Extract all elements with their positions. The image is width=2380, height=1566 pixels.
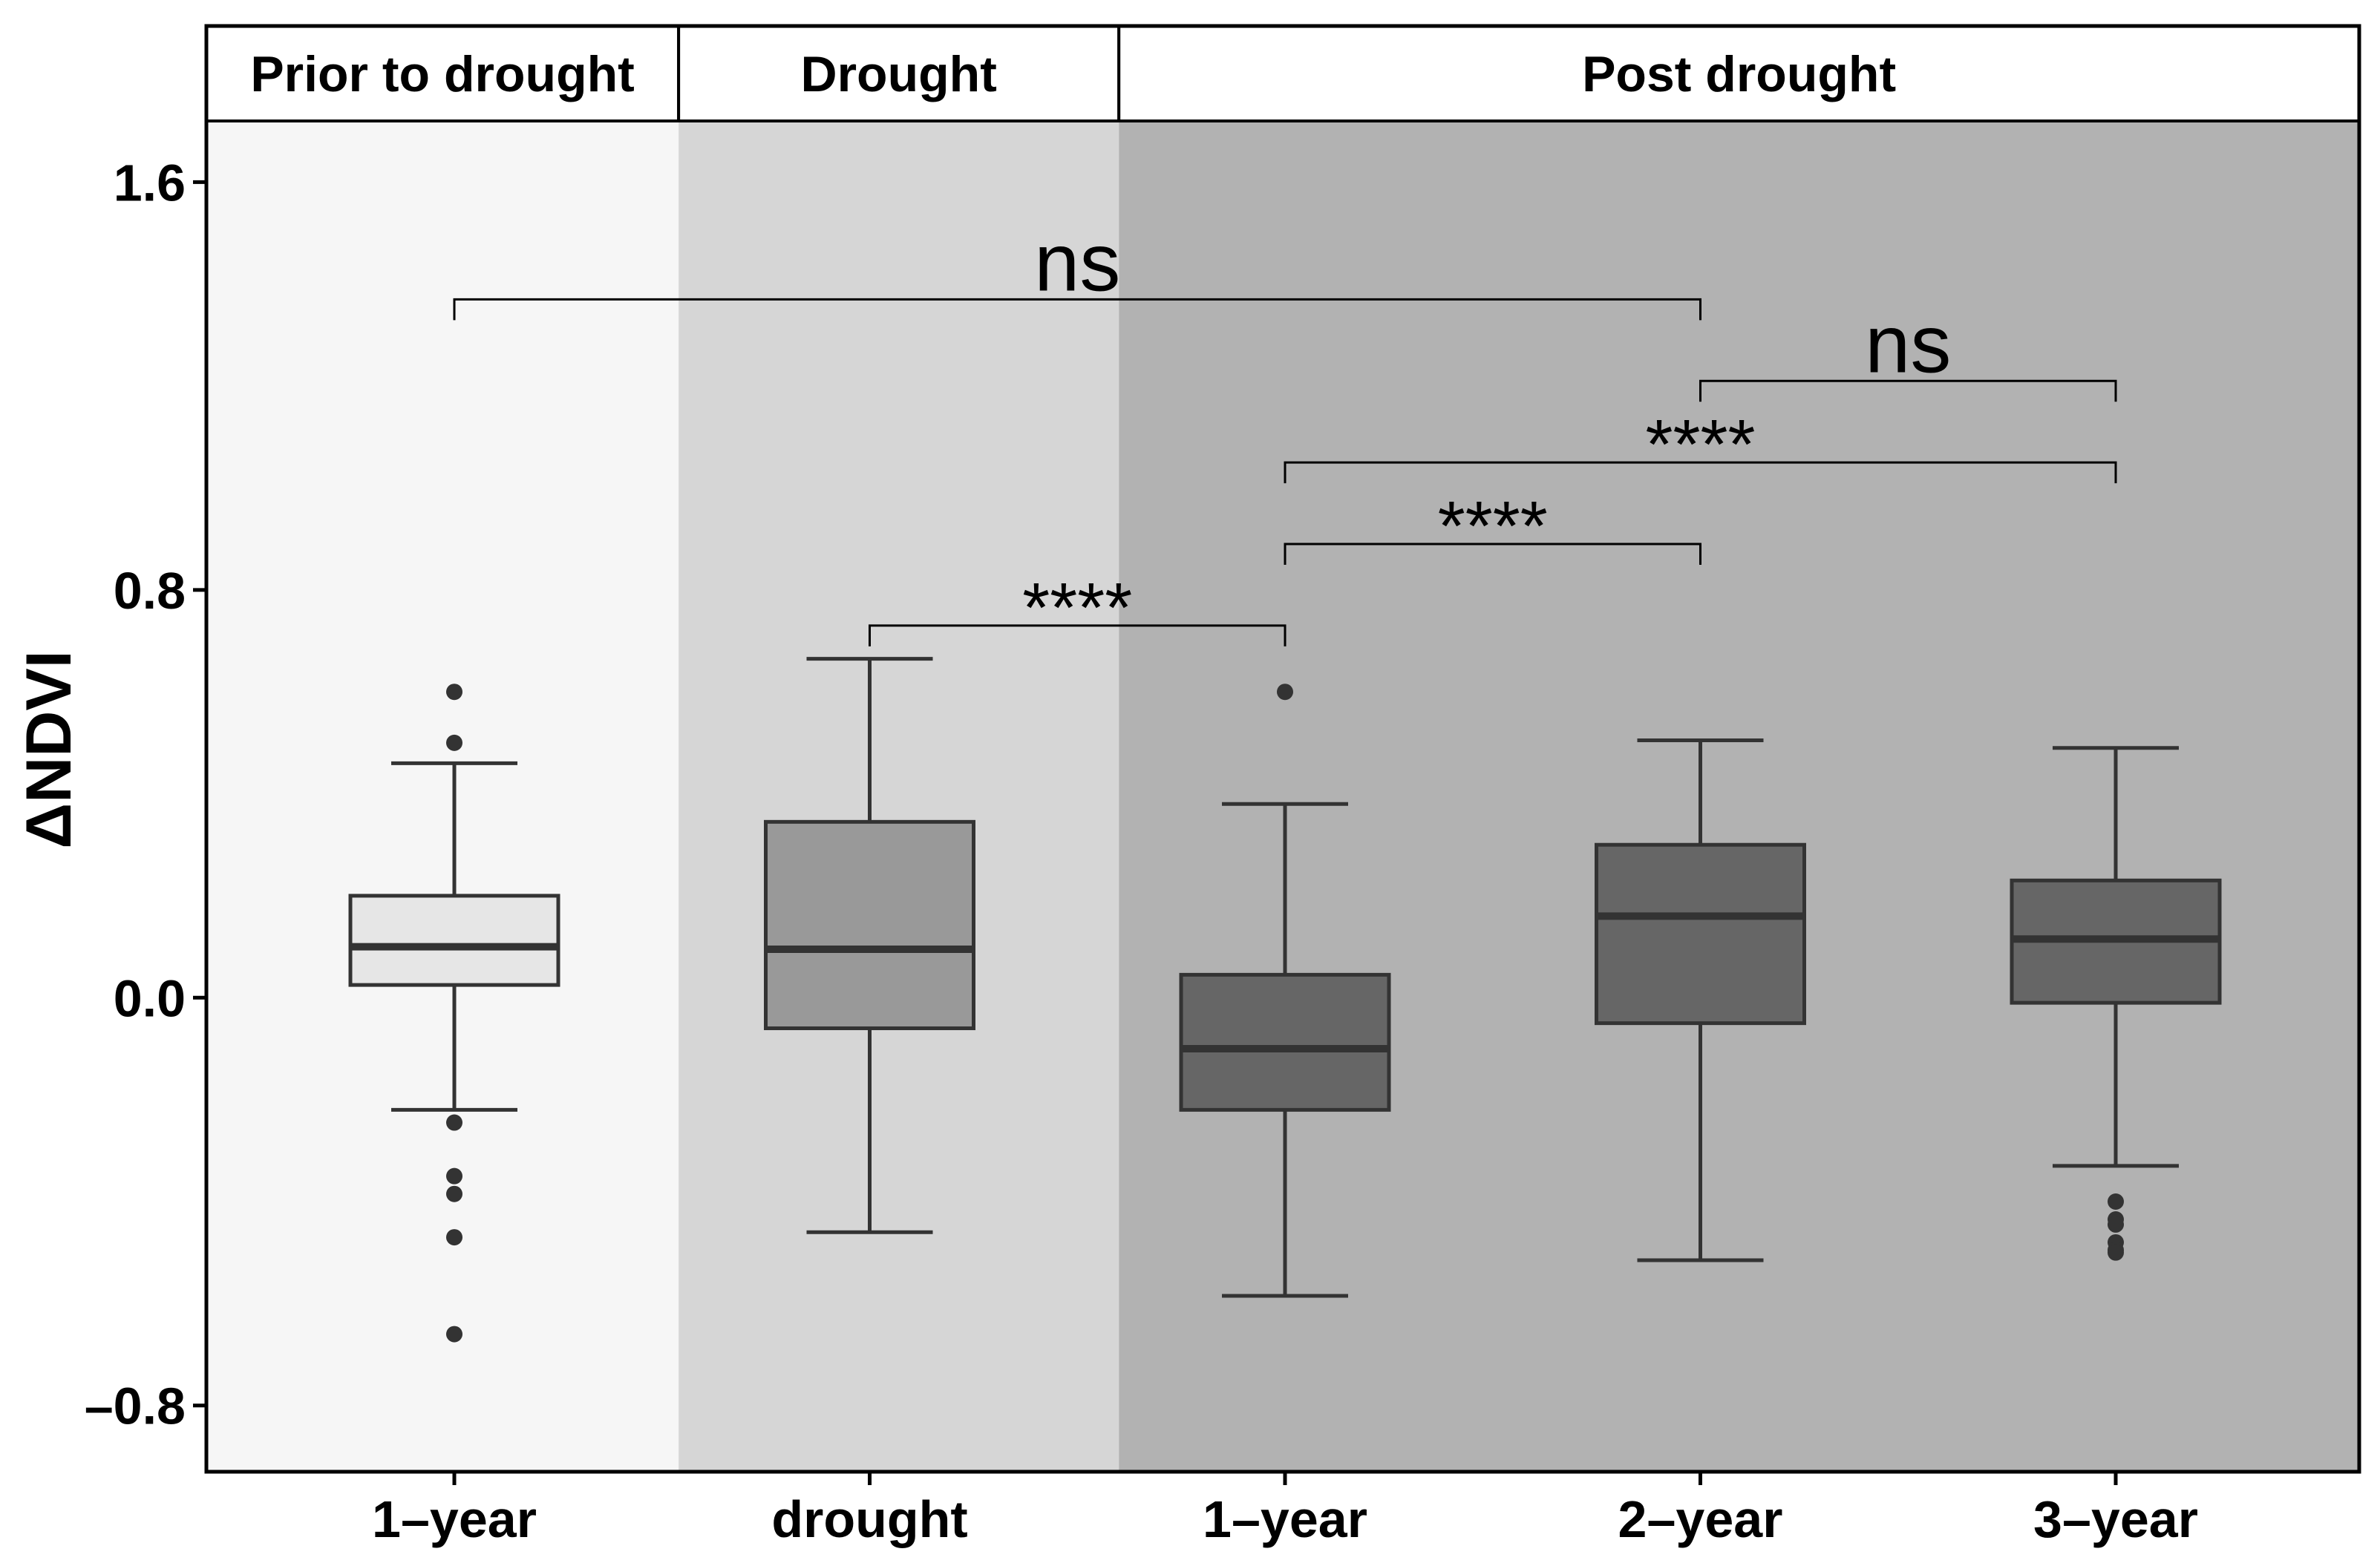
box-group-4 bbox=[1595, 738, 1806, 1262]
comparison-label: ns bbox=[1034, 217, 1120, 308]
y-tick-label: 0.8 bbox=[114, 562, 186, 620]
strip-label-prior-to-drought: Prior to drought bbox=[250, 46, 634, 102]
outlier-point bbox=[446, 734, 462, 751]
outlier-point bbox=[2108, 1193, 2124, 1210]
comparison-label: **** bbox=[1438, 487, 1548, 566]
outlier-point bbox=[2108, 1216, 2124, 1233]
outlier-point bbox=[446, 1167, 462, 1185]
y-tick-label: 0.0 bbox=[114, 969, 186, 1027]
outlier-point bbox=[446, 1326, 462, 1343]
x-tick-label: 1–year bbox=[1203, 1490, 1367, 1548]
comparison-4: **** bbox=[1284, 487, 1701, 566]
panel-bg-prior-to-drought bbox=[206, 121, 679, 1472]
axes: –0.8 0.0 0.8 1.6 1–year drought 1–year 2–year 3–… bbox=[85, 24, 2361, 1548]
box-iqr bbox=[348, 894, 560, 987]
plot-frame bbox=[204, 24, 2361, 1474]
strip-prior-to-drought bbox=[205, 24, 681, 122]
panel-bg-drought bbox=[679, 121, 1119, 1472]
facet-strips: Prior to drought Drought Post drought bbox=[205, 24, 2361, 122]
comparison-5: **** bbox=[869, 569, 1287, 647]
significance-brackets: ns ns **** **** **** bbox=[453, 217, 2117, 647]
y-tick-label: –0.8 bbox=[85, 1377, 186, 1435]
outlier-point bbox=[2108, 1244, 2124, 1261]
comparison-label: **** bbox=[1646, 405, 1756, 484]
box-iqr bbox=[764, 819, 975, 1030]
x-tick-label: drought bbox=[771, 1490, 967, 1548]
comparison-label: ns bbox=[1865, 298, 1951, 390]
outlier-point bbox=[446, 684, 462, 701]
comparison-bracket bbox=[1284, 543, 1701, 566]
y-axis-title: ΔNDVI bbox=[13, 650, 85, 848]
comparison-3: **** bbox=[1284, 405, 2117, 484]
box-group-1 bbox=[348, 684, 560, 1343]
outlier-point bbox=[446, 1229, 462, 1246]
box-group-5 bbox=[2010, 746, 2222, 1261]
comparison-bracket bbox=[1699, 379, 2117, 402]
strip-label-post-drought: Post drought bbox=[1582, 46, 1896, 102]
box-iqr bbox=[1179, 972, 1391, 1112]
comparison-2: ns bbox=[1699, 298, 2117, 402]
comparison-bracket bbox=[1284, 461, 2117, 484]
y-tick-label: 1.6 bbox=[114, 154, 186, 212]
x-tick-label: 2–year bbox=[1618, 1490, 1783, 1548]
x-tick-label: 3–year bbox=[2033, 1490, 2198, 1548]
outlier-point bbox=[446, 1185, 462, 1202]
panel-bg-post-drought bbox=[1119, 121, 2359, 1472]
strip-label-drought: Drought bbox=[800, 46, 996, 102]
box-group-2 bbox=[764, 657, 975, 1234]
box-iqr bbox=[1595, 842, 1806, 1026]
boxes bbox=[348, 657, 2222, 1343]
outlier-point bbox=[446, 1114, 462, 1131]
panel-backgrounds bbox=[206, 121, 2359, 1472]
comparison-label: **** bbox=[1022, 569, 1132, 647]
x-tick-label: 1–year bbox=[372, 1490, 537, 1548]
outlier-point bbox=[1277, 684, 1293, 701]
strip-drought bbox=[677, 24, 1121, 122]
comparison-bracket bbox=[869, 624, 1287, 646]
comparison-bracket bbox=[453, 298, 1701, 321]
box-group-3 bbox=[1179, 684, 1391, 1298]
comparison-1: ns bbox=[453, 217, 1701, 321]
